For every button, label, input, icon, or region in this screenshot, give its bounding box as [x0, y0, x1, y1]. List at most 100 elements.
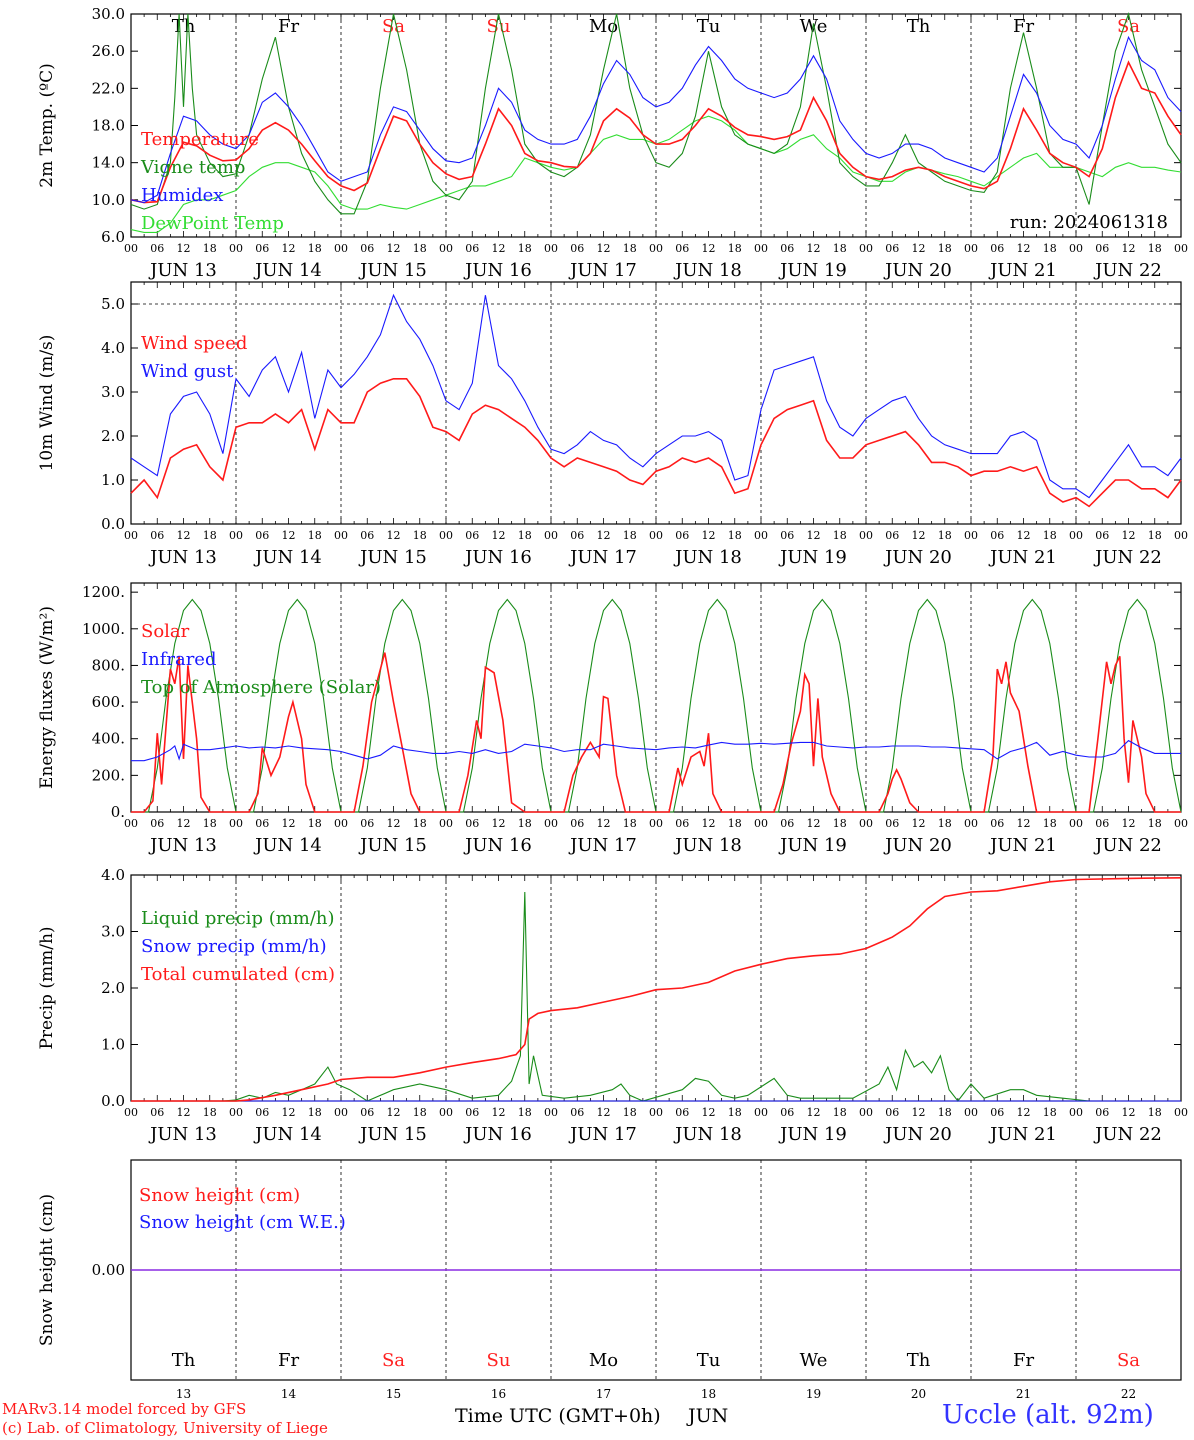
- energy-hour-label: 06: [885, 817, 899, 830]
- wind-hour-label: 12: [1122, 529, 1136, 542]
- precip-hour-label: 12: [912, 1106, 926, 1119]
- energy-y-tick-label: 600.: [92, 693, 125, 711]
- precip-hour-label: 00: [229, 1106, 243, 1119]
- wind-hour-label: 00: [649, 529, 663, 542]
- energy-date-label: JUN 16: [463, 835, 532, 856]
- temperature-run-annotation: run: 2024061318: [1010, 212, 1168, 233]
- wind-hour-label: 00: [124, 529, 138, 542]
- temperature-hour-label: 00: [649, 242, 663, 255]
- temperature-hour-label: 06: [570, 242, 584, 255]
- energy-y-tick-label: 800.: [92, 656, 125, 674]
- energy-series-solar: [131, 652, 1181, 813]
- precip-hour-label: 00: [964, 1106, 978, 1119]
- energy-hour-label: 00: [1069, 817, 1083, 830]
- bottom-day-name: Su: [487, 1350, 511, 1371]
- wind-series-wind-gust: [130, 293, 1182, 499]
- temperature-y-tick-label: 26.0: [92, 42, 125, 60]
- energy-series-infrared: [131, 739, 1181, 762]
- wind-hour-label: 00: [754, 529, 768, 542]
- temperature-hour-label: 00: [544, 242, 558, 255]
- energy-y-tick-label: 1000.: [82, 620, 125, 638]
- temperature-hour-label: 18: [623, 242, 637, 255]
- wind-y-tick-label: 1.0: [101, 471, 125, 489]
- precip-series-total-cumulated-cm-: [131, 877, 1182, 1102]
- precip-hour-label: 12: [807, 1106, 821, 1119]
- precip-date-label: JUN 18: [673, 1124, 742, 1145]
- temperature-hour-label: 18: [413, 242, 427, 255]
- wind-y-tick-label: 4.0: [101, 339, 125, 357]
- temperature-hour-label: 18: [203, 242, 217, 255]
- wind-hour-label: 12: [177, 529, 191, 542]
- energy-hour-label: 06: [255, 817, 269, 830]
- wind-hour-label: 06: [150, 529, 164, 542]
- temperature-hour-label: 12: [597, 242, 611, 255]
- wind-hour-label: 18: [1148, 529, 1162, 542]
- precip-date-label: JUN 20: [883, 1124, 952, 1145]
- bottom-day-name: Mo: [589, 1350, 618, 1371]
- wind-hour-label: 06: [1095, 529, 1109, 542]
- temperature-date-label: JUN 15: [358, 260, 427, 281]
- precip-hour-label: 12: [1122, 1106, 1136, 1119]
- energy-hour-label: 06: [1095, 817, 1109, 830]
- energy-hour-label: 00: [334, 817, 348, 830]
- energy-hour-label: 00: [859, 817, 873, 830]
- energy-y-tick-label: 0.: [111, 803, 125, 821]
- energy-hour-label: 12: [702, 817, 716, 830]
- wind-date-label: JUN 18: [673, 547, 742, 568]
- temperature-date-label: JUN 17: [568, 260, 637, 281]
- precip-date-label: JUN 17: [568, 1124, 637, 1145]
- precip-hour-label: 12: [597, 1106, 611, 1119]
- energy-hour-label: 06: [570, 817, 584, 830]
- wind-y-tick-label: 0.0: [101, 515, 125, 533]
- energy-hour-label: 12: [912, 817, 926, 830]
- energy-legend-entry: Infrared: [141, 649, 216, 670]
- energy-date-label: JUN 18: [673, 835, 742, 856]
- energy-y-tick-label: 1200.: [82, 583, 125, 601]
- temperature-hour-label: 18: [938, 242, 952, 255]
- footer-model-line: MARv3.14 model forced by GFS: [2, 1400, 247, 1418]
- temperature-day-name: Th: [172, 16, 196, 37]
- wind-hour-label: 12: [1017, 529, 1031, 542]
- temperature-hour-label: 00: [334, 242, 348, 255]
- wind-hour-label: 06: [570, 529, 584, 542]
- temperature-hour-label: 00: [439, 242, 453, 255]
- precip-hour-label: 18: [728, 1106, 742, 1119]
- energy-date-label: JUN 20: [883, 835, 952, 856]
- bottom-date-number: 21: [1016, 1387, 1031, 1401]
- temperature-date-label: JUN 16: [463, 260, 532, 281]
- wind-hour-label: 06: [360, 529, 374, 542]
- precip-date-label: JUN 19: [778, 1124, 847, 1145]
- precip-hour-label: 18: [413, 1106, 427, 1119]
- wind-hour-label: 18: [833, 529, 847, 542]
- energy-hour-label: 12: [492, 817, 506, 830]
- energy-date-label: JUN 17: [568, 835, 637, 856]
- temperature-legend-entry: Vigne temp: [140, 157, 245, 178]
- temperature-hour-label: 18: [1148, 242, 1162, 255]
- wind-y-tick-label: 2.0: [101, 427, 125, 445]
- temperature-date-label: JUN 22: [1093, 260, 1162, 281]
- wind-y-tick-label: 3.0: [101, 383, 125, 401]
- bottom-day-name: Sa: [382, 1350, 405, 1371]
- temperature-hour-label: 12: [1017, 242, 1031, 255]
- temperature-hour-label: 06: [360, 242, 374, 255]
- temperature-hour-label: 18: [728, 242, 742, 255]
- temperature-frame: [130, 13, 1182, 238]
- energy-hour-label: 18: [938, 817, 952, 830]
- snow-y-tick-label: 0.00: [92, 1261, 125, 1279]
- temperature-hour-label: 06: [1095, 242, 1109, 255]
- energy-hour-label: 18: [518, 817, 532, 830]
- energy-date-label: JUN 19: [778, 835, 847, 856]
- wind-hour-label: 06: [465, 529, 479, 542]
- precip-hour-label: 00: [754, 1106, 768, 1119]
- wind-date-label: JUN 22: [1093, 547, 1162, 568]
- wind-hour-label: 12: [807, 529, 821, 542]
- wind-hour-label: 12: [387, 529, 401, 542]
- wind-hour-label: 00: [964, 529, 978, 542]
- temperature-date-label: JUN 18: [673, 260, 742, 281]
- wind-y-tick-label: 5.0: [101, 295, 125, 313]
- temperature-series-temperature: [130, 60, 1182, 204]
- energy-y-tick-label: 200.: [92, 766, 125, 784]
- precip-y-tick-label: 1.0: [101, 1036, 125, 1054]
- precip-hour-label: 06: [885, 1106, 899, 1119]
